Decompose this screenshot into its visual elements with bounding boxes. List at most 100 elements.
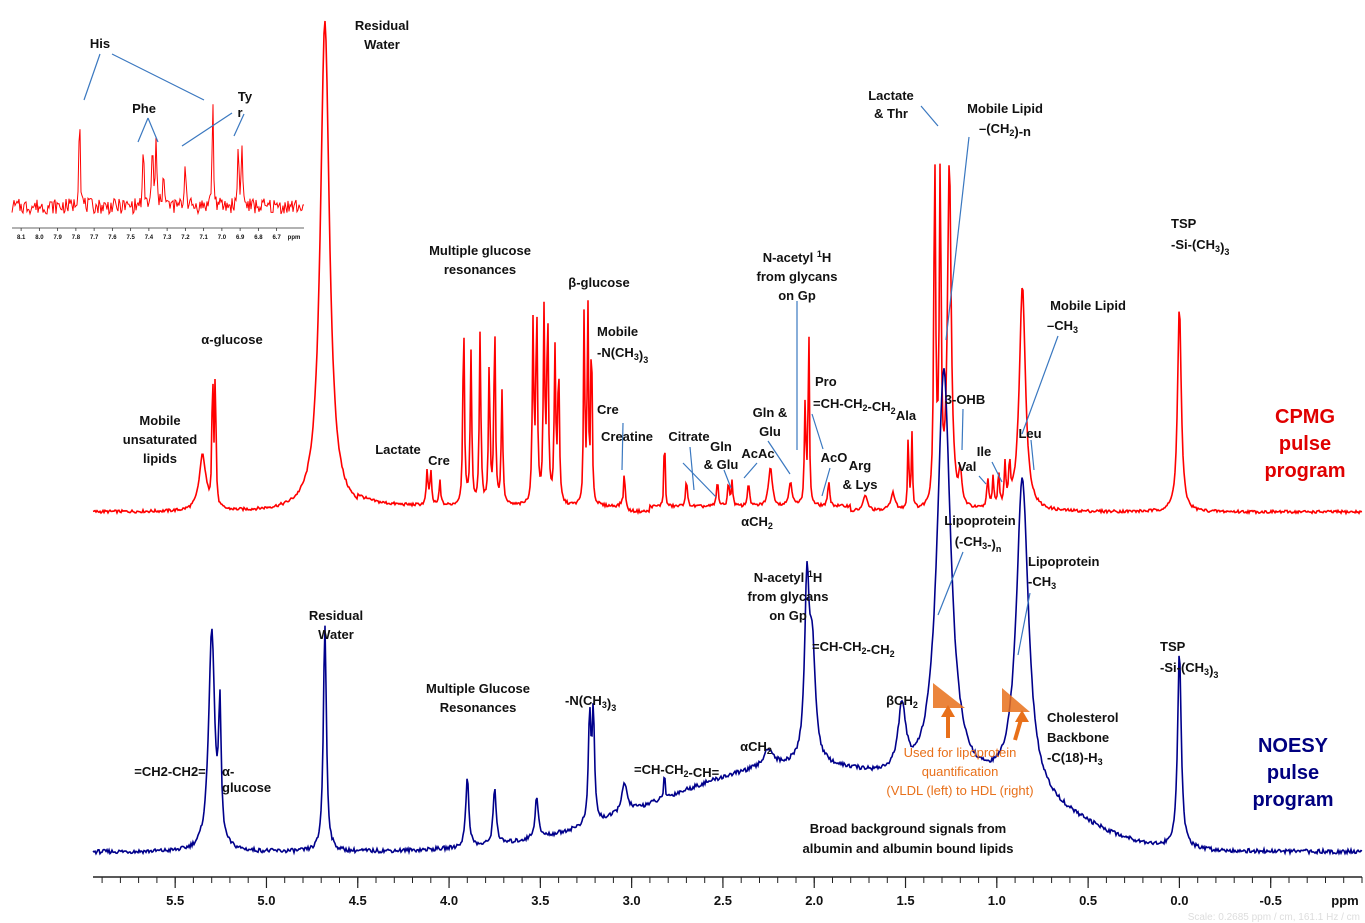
leader-line bbox=[1030, 439, 1035, 471]
cpmg-creatine: Creatine bbox=[601, 429, 653, 444]
inset-tick-label: 6.9 bbox=[236, 235, 245, 241]
cpmg-gln-glu: Gln bbox=[710, 439, 732, 454]
x-tick-label: 3.0 bbox=[623, 893, 641, 908]
noesy-beta-ch2: βCH2 bbox=[886, 693, 918, 710]
noesy-nch3: -N(CH3)3 bbox=[565, 693, 616, 713]
inset-leader-line bbox=[137, 117, 149, 143]
cpmg-residual-water: Residual bbox=[355, 18, 409, 33]
cpmg-mobile-label: Mobile bbox=[597, 324, 638, 339]
leader-line bbox=[767, 440, 791, 475]
cpmg-lactate-thr: & Thr bbox=[874, 106, 908, 121]
leader-line bbox=[978, 475, 987, 485]
cpmg-gln-glu-2: Glu bbox=[759, 424, 781, 439]
cpmg-3ohb: 3-OHB bbox=[945, 392, 985, 407]
inset-his-label: His bbox=[90, 36, 110, 51]
x-tick-label: 3.5 bbox=[531, 893, 549, 908]
inset-tick-label: 7.0 bbox=[218, 235, 227, 241]
cpmg-alpha-ch2: αCH2 bbox=[741, 514, 773, 531]
cpmg-mobile-unsaturated-lipids: Mobile bbox=[139, 413, 180, 428]
cpmg-gln-glu: & Glu bbox=[704, 457, 739, 472]
leader-line bbox=[689, 446, 695, 491]
inset-tick-label: 6.8 bbox=[254, 235, 263, 241]
cpmg-nacetyl-lines: from glycans bbox=[757, 269, 838, 284]
noesy-residual-water: Residual bbox=[309, 608, 363, 623]
x-tick-label: 1.5 bbox=[896, 893, 914, 908]
inset-tick-label: 8.0 bbox=[35, 235, 44, 241]
cpmg-cre: Cre bbox=[428, 453, 450, 468]
noesy-alpha-ch2: αCH2 bbox=[740, 739, 772, 756]
leader-line bbox=[920, 105, 939, 127]
quantification-arrowhead bbox=[1015, 710, 1029, 722]
annotation-leader-lines bbox=[621, 105, 1059, 656]
noesy-tsp-formula: -Si-(CH3)3 bbox=[1160, 660, 1218, 680]
noesy-lipoprotein-n: (-CH3-)n bbox=[955, 534, 1002, 554]
noesy-cholesterol-backbone: Backbone bbox=[1047, 730, 1109, 745]
noesy-ch-ch2-ch2: =CH-CH2-CH2 bbox=[812, 639, 895, 659]
inset-tick-label: 6.7 bbox=[272, 235, 281, 241]
cpmg-val: Val bbox=[958, 459, 977, 474]
inset-tick-label: 7.3 bbox=[163, 235, 172, 241]
inset-leader-line bbox=[111, 53, 205, 101]
cpmg-program-label: program bbox=[1264, 460, 1345, 482]
leader-line bbox=[1017, 592, 1031, 656]
cpmg-residual-water: Water bbox=[364, 37, 400, 52]
lipoprotein-quantification-note: quantification bbox=[922, 764, 999, 779]
inset-tick-label: 7.7 bbox=[90, 235, 99, 241]
inset-tick-label: 7.6 bbox=[108, 235, 117, 241]
cpmg-ala: Ala bbox=[896, 408, 917, 423]
cpmg-tsp: TSP bbox=[1171, 216, 1197, 231]
leader-line bbox=[961, 408, 964, 451]
leader-line bbox=[621, 422, 624, 471]
x-tick-label: 0.5 bbox=[1079, 893, 1097, 908]
noesy-multiple-glucose: Resonances bbox=[440, 700, 517, 715]
cpmg-mobile-unsaturated-lipids: lipids bbox=[143, 451, 177, 466]
scale-footer: Scale: 0.2685 ppm / cm, 161.1 Hz / cm bbox=[1188, 912, 1360, 923]
cpmg-citrate: Citrate bbox=[668, 429, 709, 444]
noesy-spectrum-line bbox=[92, 368, 1363, 856]
leader-line bbox=[991, 461, 1003, 483]
noesy-broad-background: albumin and albumin bound lipids bbox=[803, 841, 1014, 856]
cpmg-beta-glucose: β-glucose bbox=[568, 275, 629, 290]
inset-tick-label: 7.2 bbox=[181, 235, 190, 241]
x-tick-label: 4.5 bbox=[349, 893, 367, 908]
leader-line bbox=[743, 462, 758, 479]
noesy-alpha-glucose-2: glucose bbox=[222, 780, 271, 795]
leader-line bbox=[937, 551, 964, 616]
x-tick-label: 4.0 bbox=[440, 893, 458, 908]
cpmg-nacetyl-lines: on Gp bbox=[778, 288, 816, 303]
x-tick-label: 2.0 bbox=[805, 893, 823, 908]
cpmg-ile: Ile bbox=[977, 444, 991, 459]
noesy-ch2-ch2: =CH2-CH2= bbox=[134, 764, 206, 779]
lipoprotein-quantification-note: Used for lipoprotein bbox=[904, 745, 1017, 760]
cpmg-lactate: Lactate bbox=[375, 442, 421, 457]
noesy-nacetyl: N-acetyl 1H bbox=[754, 569, 823, 585]
leader-line bbox=[723, 469, 732, 489]
x-tick-label: -0.5 bbox=[1260, 893, 1282, 908]
cpmg-multiple-glucose: resonances bbox=[444, 262, 516, 277]
peak-annotations: Mobile unsaturated lipids α-glucose Residual… bbox=[123, 18, 1346, 856]
inset-tick-label: 7.8 bbox=[72, 235, 81, 241]
inset-tick-label: 7.1 bbox=[199, 235, 208, 241]
inset-tick-label: 8.1 bbox=[17, 235, 26, 241]
leader-line bbox=[945, 136, 970, 341]
cpmg-pro-formula: =CH-CH2-CH2 bbox=[813, 396, 896, 416]
cpmg-mobile-lipid-ch3: –CH3 bbox=[1047, 318, 1078, 335]
inset-spectrum-line bbox=[11, 104, 305, 216]
inset-leader-line bbox=[147, 117, 159, 143]
noesy-tsp: TSP bbox=[1160, 639, 1186, 654]
noesy-ch-ch2-ch: =CH-CH2-CH= bbox=[634, 762, 720, 780]
cpmg-tsp-formula: -Si-(CH3)3 bbox=[1171, 237, 1229, 257]
x-axis-label: ppm bbox=[1331, 893, 1358, 908]
noesy-nacetyl-lines: on Gp bbox=[769, 608, 807, 623]
leader-line bbox=[1021, 335, 1059, 435]
inset-phe-label: Phe bbox=[132, 101, 156, 116]
x-tick-label: 5.0 bbox=[257, 893, 275, 908]
noesy-lipoprotein-ch3: -CH3 bbox=[1028, 574, 1056, 591]
noesy-broad-background: Broad background signals from bbox=[810, 821, 1006, 836]
noesy-multiple-glucose: Multiple Glucose bbox=[426, 681, 530, 696]
cpmg-acac: AcAc bbox=[741, 446, 774, 461]
inset-tyr-label-2: r bbox=[237, 105, 242, 120]
cpmg-alpha-glucose: α-glucose bbox=[201, 332, 262, 347]
inset-leader-line bbox=[83, 53, 101, 101]
